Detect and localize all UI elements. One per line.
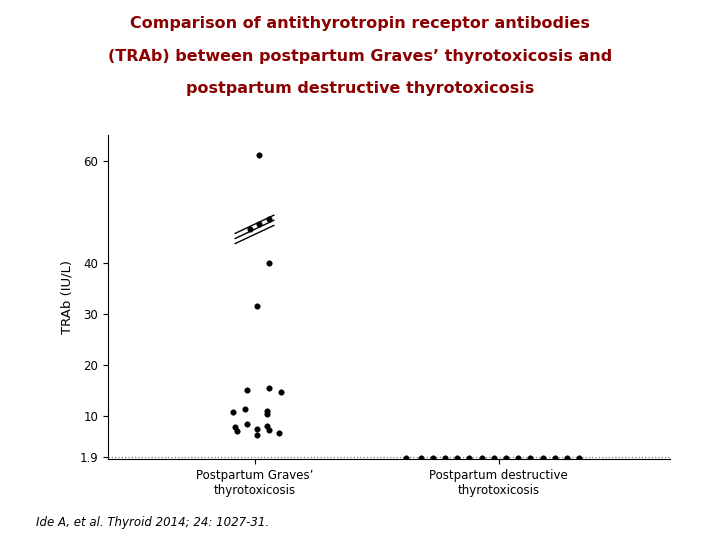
- Y-axis label: TRAb (IU/L): TRAb (IU/L): [61, 260, 74, 334]
- Text: (TRAb) between postpartum Graves’ thyrotoxicosis and: (TRAb) between postpartum Graves’ thyrot…: [108, 49, 612, 64]
- Text: Comparison of antithyrotropin receptor antibodies: Comparison of antithyrotropin receptor a…: [130, 16, 590, 31]
- Text: postpartum destructive thyrotoxicosis: postpartum destructive thyrotoxicosis: [186, 81, 534, 96]
- Text: Ide A, et al. Thyroid 2014; 24: 1027-31.: Ide A, et al. Thyroid 2014; 24: 1027-31.: [36, 516, 269, 529]
